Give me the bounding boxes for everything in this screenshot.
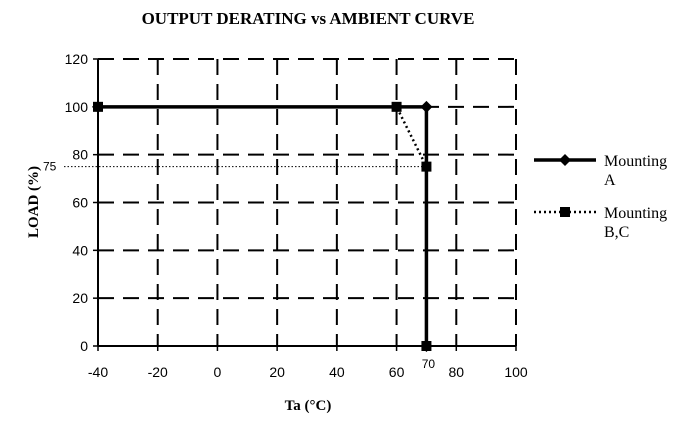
legend-marker-mounting-b-c xyxy=(560,207,570,217)
annotation-label-70: 70 xyxy=(422,357,436,371)
y-tick-label: 120 xyxy=(65,51,89,67)
plot-area: 0 20 40 60 80 100 120 -40 -20 0 20 40 60 80 100 75 70 xyxy=(43,51,528,380)
y-tick-label: 100 xyxy=(65,99,89,115)
legend-label-mounting-a: A xyxy=(604,172,616,189)
series-line-mounting-a xyxy=(98,105,429,346)
x-tick-label: 100 xyxy=(504,364,528,380)
legend-label-mounting-b-c: Mounting xyxy=(604,205,667,222)
x-tick-label: 20 xyxy=(269,364,285,380)
x-tick-label: 0 xyxy=(214,364,222,380)
x-axis-label: Ta (°C) xyxy=(285,398,332,414)
y-tick-label: 0 xyxy=(80,338,88,354)
x-tick-label: -20 xyxy=(148,364,168,380)
series-line-mounting-b-c xyxy=(98,105,428,346)
legend-label-mounting-b-c: B,C xyxy=(604,224,629,241)
legend: Mounting A Mounting B,C xyxy=(534,153,667,241)
data-point-mounting-b-c xyxy=(421,161,432,172)
x-tick-label: -40 xyxy=(88,364,108,380)
y-tick-label: 20 xyxy=(72,290,88,306)
data-point-mounting-b-c xyxy=(391,101,402,112)
x-tick-label: 60 xyxy=(389,364,405,380)
y-tick-label: 40 xyxy=(72,242,88,258)
chart-title: OUTPUT DERATING vs AMBIENT CURVE xyxy=(142,9,475,28)
legend-label-mounting-a: Mounting xyxy=(604,153,667,170)
data-point-mounting-a xyxy=(420,340,433,352)
data-point-mounting-a xyxy=(92,100,104,113)
x-tick-label: 40 xyxy=(329,364,345,380)
legend-marker-mounting-a xyxy=(559,154,571,166)
y-tick-label: 60 xyxy=(72,195,88,211)
x-tick-label: 80 xyxy=(448,364,464,380)
y-tick-label: 80 xyxy=(72,147,88,163)
y-axis-label: LOAD (%) xyxy=(26,166,42,238)
data-point-mounting-a xyxy=(420,100,433,113)
annotation-label-75: 75 xyxy=(43,160,57,174)
